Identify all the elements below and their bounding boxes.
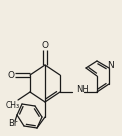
Text: Br: Br: [8, 118, 18, 128]
Text: O: O: [41, 41, 49, 50]
Text: N: N: [107, 61, 113, 69]
Text: O: O: [7, 70, 15, 80]
Text: CH₃: CH₃: [6, 101, 20, 109]
Text: NH: NH: [76, 86, 89, 95]
